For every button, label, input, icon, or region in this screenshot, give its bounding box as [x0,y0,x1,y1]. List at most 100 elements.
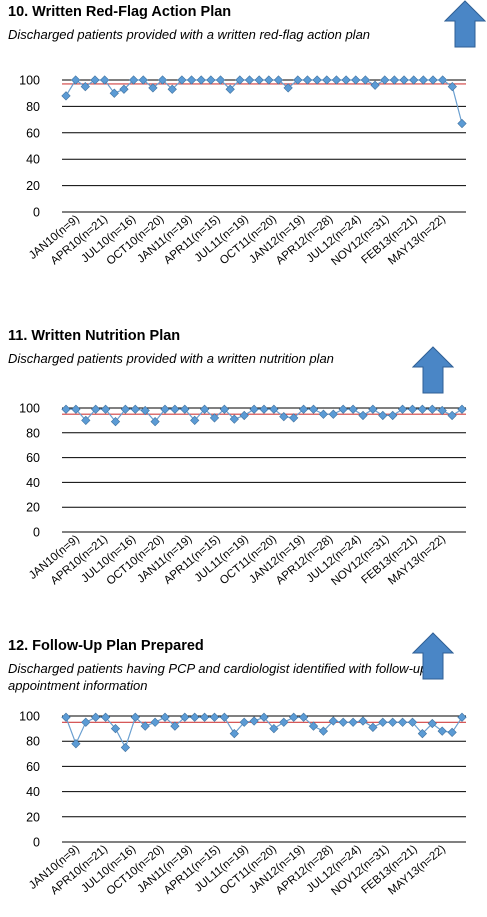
data-point [308,721,319,731]
data-point [119,84,129,94]
data-point [318,726,329,736]
data-point [186,75,197,85]
y-tick-label: 0 [33,836,40,850]
data-point [61,712,71,722]
data-point [190,712,200,722]
data-point [239,717,249,727]
y-tick-label: 80 [26,735,40,749]
data-point [318,409,329,419]
data-point [417,729,428,739]
data-point [407,404,418,414]
data-point [447,81,457,92]
data-point [219,404,230,414]
data-point [259,712,269,722]
data-point [279,717,289,727]
data-point [160,712,170,722]
data-point [71,75,81,85]
data-point [397,404,408,414]
data-point [91,404,101,414]
data-point [209,712,220,722]
data-point [150,417,160,427]
data-point [140,405,150,416]
data-point [269,723,279,734]
data-point [199,404,210,414]
chart-title: 12. Follow-Up Plan Prepared [8,638,204,654]
data-point [180,712,190,722]
data-point [389,75,400,85]
data-point [370,80,380,90]
data-point [259,404,269,414]
data-point [399,75,409,85]
data-point [447,727,457,738]
data-point [71,739,81,749]
data-point [61,91,71,101]
data-point [157,75,168,85]
data-point [100,75,110,85]
data-point [80,81,90,92]
data-point [249,716,259,726]
data-point [428,75,438,85]
y-tick-label: 60 [26,760,40,774]
data-point [190,415,200,426]
data-point [199,712,210,722]
data-point [308,404,319,414]
chart-subtitle: Discharged patients having PCP and cardi… [8,661,428,693]
chart-title: 11. Written Nutrition Plan [8,328,181,344]
data-point [110,417,121,427]
data-point [437,726,447,736]
chart-panel-1: 10. Written Red-Flag Action Plan Dischar… [0,0,487,300]
up-arrow-icon [444,0,486,48]
y-tick-label: 20 [26,810,40,824]
data-point [298,404,309,414]
up-arrow-icon [412,632,454,680]
data-point [328,716,338,726]
data-point [409,75,419,85]
chart-subtitle: Discharged patients provided with a writ… [8,351,334,366]
data-point [71,404,81,414]
data-point [298,712,309,722]
data-point [289,712,299,722]
data-point [312,75,322,85]
data-point [100,712,111,722]
y-tick-label: 60 [26,451,40,465]
data-point [388,410,398,421]
data-point [351,75,361,85]
data-point [81,717,91,727]
data-point [128,75,139,85]
data-point [110,723,121,734]
data-point [130,404,140,414]
y-tick-label: 60 [26,126,40,140]
data-point [358,716,368,726]
data-point [215,75,226,85]
data-point [368,404,378,414]
data-point [283,83,293,93]
data-point [109,88,119,98]
data-point [302,75,313,85]
chart-subtitle: Discharged patients provided with a writ… [8,27,371,42]
line-chart: 020406080100JAN10(n=9)APR10(n=21)JUL10(n… [19,74,467,268]
data-point [368,722,378,732]
y-tick-label: 40 [26,153,40,167]
data-point [150,717,160,727]
data-point [380,75,390,85]
data-point [457,404,467,414]
data-point [229,729,239,739]
y-tick-label: 40 [26,476,40,490]
data-point [138,75,148,85]
data-point [196,75,206,85]
data-point [177,75,187,85]
data-point [148,83,158,93]
data-point [130,712,140,722]
data-point [120,404,131,414]
y-tick-label: 80 [26,100,40,114]
data-point [264,75,274,85]
data-point [417,404,428,414]
y-tick-label: 100 [19,710,40,724]
data-point [180,404,190,414]
data-point [407,717,418,727]
data-point [273,75,284,85]
data-point [338,404,348,414]
data-point [235,75,245,85]
data-point [437,405,447,416]
chart-title: 10. Written Red-Flag Action Plan [8,4,232,20]
